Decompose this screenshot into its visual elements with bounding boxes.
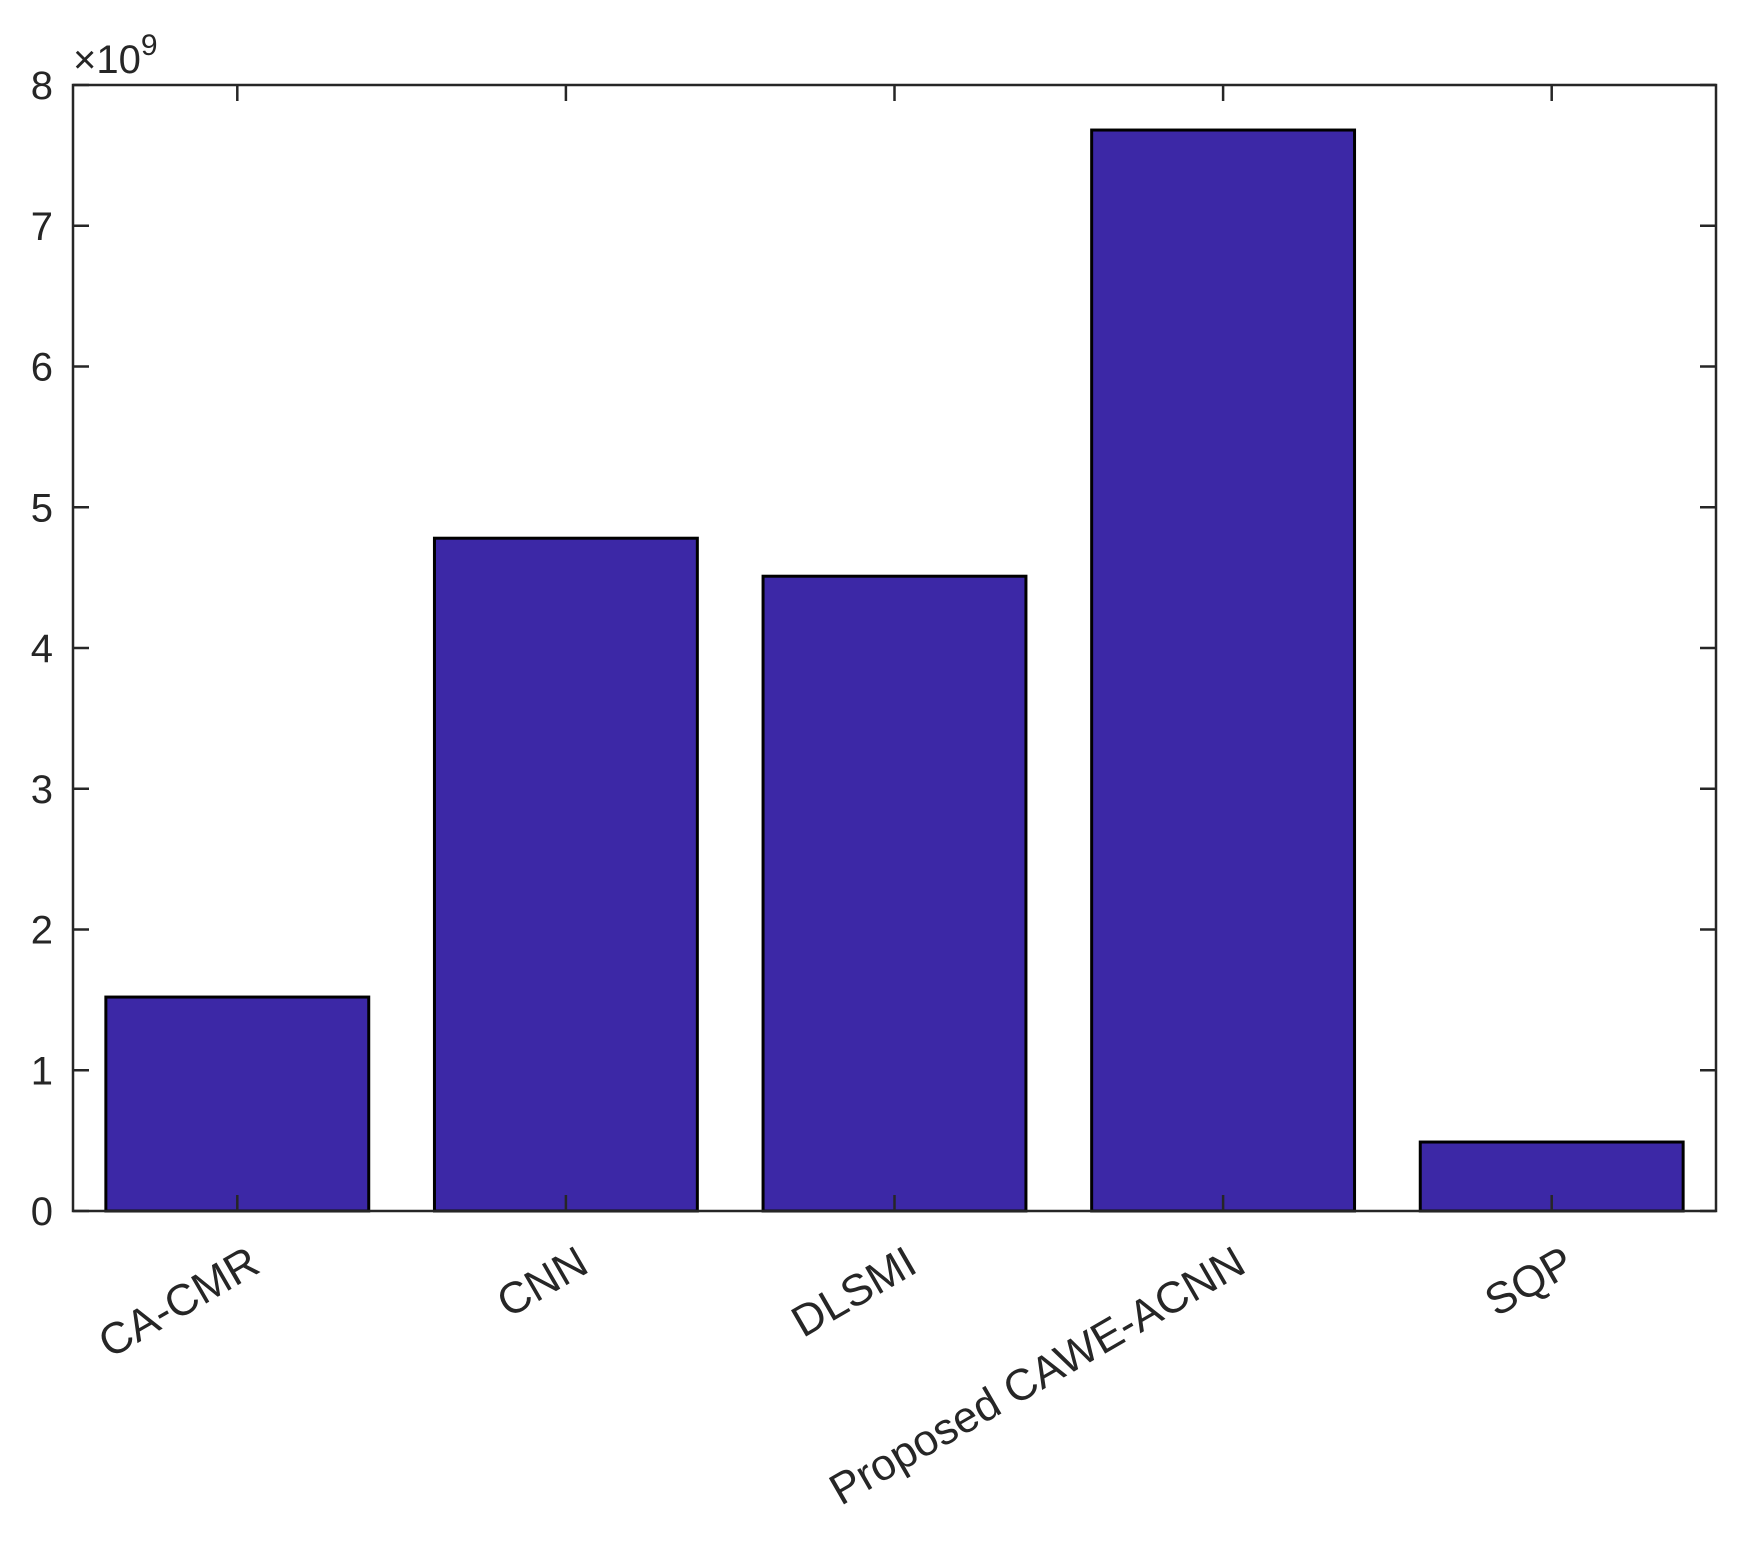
ticks-layer: [73, 83, 1716, 1213]
y-tick-label: 1: [31, 1049, 53, 1093]
multiplier-exponent: 9: [141, 29, 158, 62]
y-tick-label: 4: [31, 627, 53, 671]
bars-layer: [104, 128, 1685, 1213]
y-tick-label: 5: [31, 486, 53, 530]
bar-dlsmi: [761, 574, 1028, 1213]
bar-proposed-cawe-acnn: [1090, 128, 1357, 1213]
bar-cnn: [432, 536, 699, 1213]
y-tick-label: 2: [31, 909, 53, 953]
plot-frame: [71, 83, 1718, 1213]
multiplier-base: ×10: [73, 38, 141, 82]
y-tick-label: 7: [31, 205, 53, 249]
y-tick-label: 0: [31, 1190, 53, 1234]
bar-ca-cmr: [104, 995, 371, 1213]
y-axis-multiplier: ×109: [73, 29, 158, 82]
y-tick-label: 3: [31, 768, 53, 812]
y-tick-label: 8: [31, 64, 53, 108]
y-tick-label: 6: [31, 346, 53, 390]
